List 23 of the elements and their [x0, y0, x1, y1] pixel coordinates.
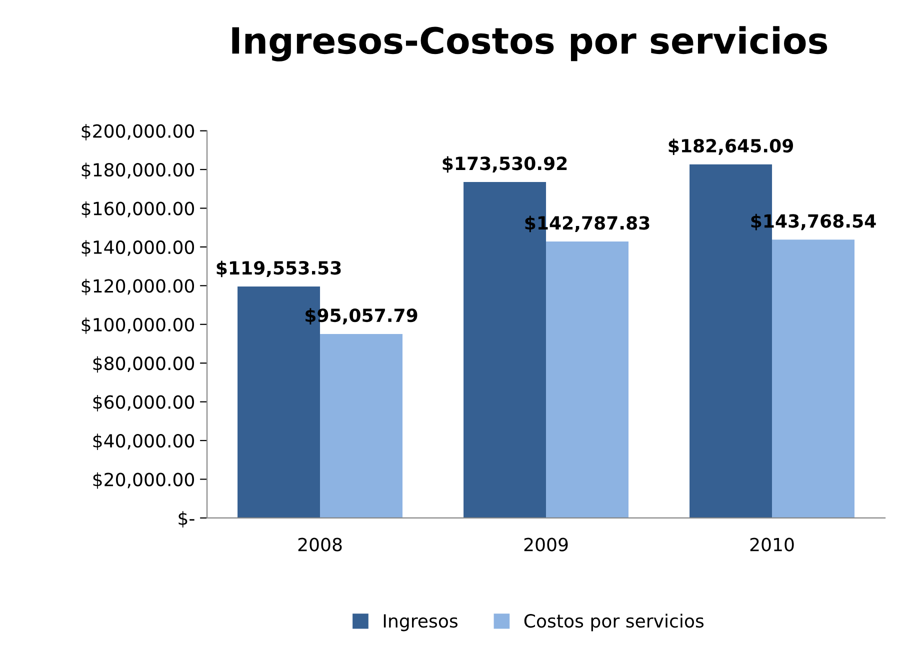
y-tick-label: $20,000.00	[93, 472, 194, 489]
bar	[772, 240, 855, 518]
y-tick-label: $80,000.00	[93, 356, 194, 373]
bar	[546, 242, 629, 518]
legend-label: Ingresos	[384, 614, 458, 632]
x-tick-label: 2010	[750, 538, 794, 552]
y-tick-label: $140,000.00	[82, 240, 194, 256]
x-tick-label: 2009	[524, 538, 568, 552]
data-label: $119,553.53	[216, 260, 341, 278]
y-tick-label: $-	[178, 511, 194, 528]
y-tick-label: $60,000.00	[93, 394, 194, 412]
y-tick-label: $120,000.00	[82, 278, 194, 296]
y-tick-label: $100,000.00	[82, 318, 194, 334]
y-tick-label: $40,000.00	[93, 434, 194, 450]
legend-label: Costos por servicios	[524, 614, 704, 632]
chart-title: Ingresos-Costos por servicios	[232, 26, 828, 62]
x-tick-label: 2008	[298, 538, 342, 552]
data-label: $173,530.92	[442, 156, 567, 173]
y-tick-label: $160,000.00	[82, 201, 194, 218]
bar	[320, 334, 403, 518]
y-tick-label: $180,000.00	[82, 162, 194, 180]
data-label: $182,645.09	[668, 138, 794, 155]
y-tick-label: $200,000.00	[82, 124, 194, 140]
